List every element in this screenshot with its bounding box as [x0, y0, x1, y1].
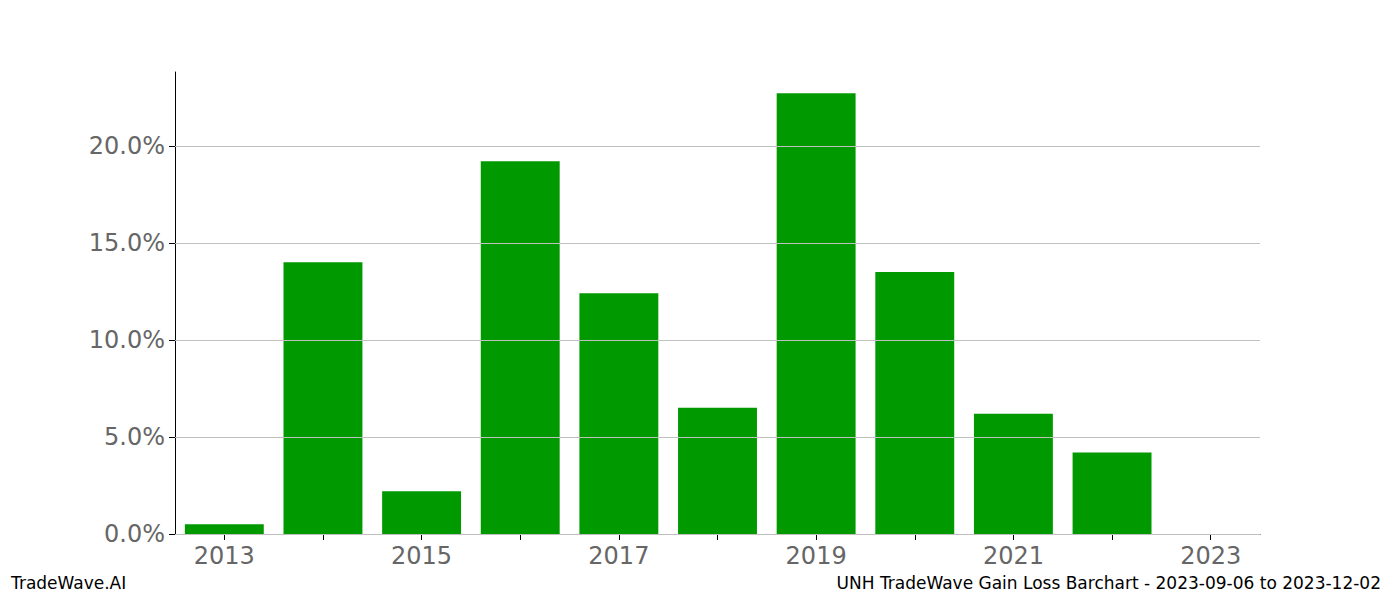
svg-text:5.0%: 5.0% — [104, 423, 165, 451]
svg-text:TradeWave.AI: TradeWave.AI — [10, 573, 126, 593]
svg-text:2023: 2023 — [1180, 542, 1241, 570]
svg-text:2017: 2017 — [588, 542, 649, 570]
svg-text:2015: 2015 — [391, 542, 452, 570]
svg-text:10.0%: 10.0% — [89, 326, 165, 354]
svg-text:0.0%: 0.0% — [104, 520, 165, 548]
svg-text:15.0%: 15.0% — [89, 229, 165, 257]
svg-text:2013: 2013 — [194, 542, 255, 570]
svg-text:2021: 2021 — [983, 542, 1044, 570]
svg-text:UNH TradeWave Gain Loss Barcha: UNH TradeWave Gain Loss Barchart - 2023-… — [837, 573, 1381, 593]
svg-text:20.0%: 20.0% — [89, 132, 165, 160]
svg-text:2019: 2019 — [786, 542, 847, 570]
